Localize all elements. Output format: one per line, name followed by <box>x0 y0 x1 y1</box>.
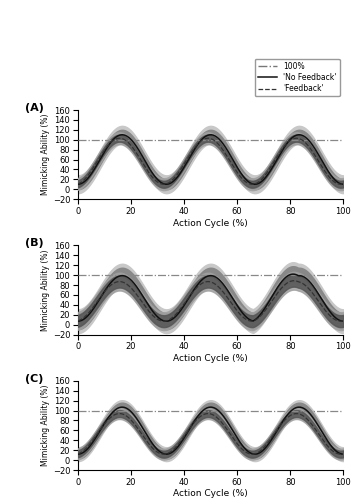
Y-axis label: Mimicking Ability (%): Mimicking Ability (%) <box>41 384 50 466</box>
Text: (A): (A) <box>25 103 44 113</box>
X-axis label: Action Cycle (%): Action Cycle (%) <box>173 218 248 228</box>
Text: (B): (B) <box>25 238 44 248</box>
Y-axis label: Mimicking Ability (%): Mimicking Ability (%) <box>41 114 50 196</box>
X-axis label: Action Cycle (%): Action Cycle (%) <box>173 490 248 498</box>
Legend: 100%, 'No Feedback', 'Feedback': 100%, 'No Feedback', 'Feedback' <box>255 58 339 96</box>
Text: (C): (C) <box>25 374 43 384</box>
X-axis label: Action Cycle (%): Action Cycle (%) <box>173 354 248 363</box>
Y-axis label: Mimicking Ability (%): Mimicking Ability (%) <box>41 249 50 331</box>
